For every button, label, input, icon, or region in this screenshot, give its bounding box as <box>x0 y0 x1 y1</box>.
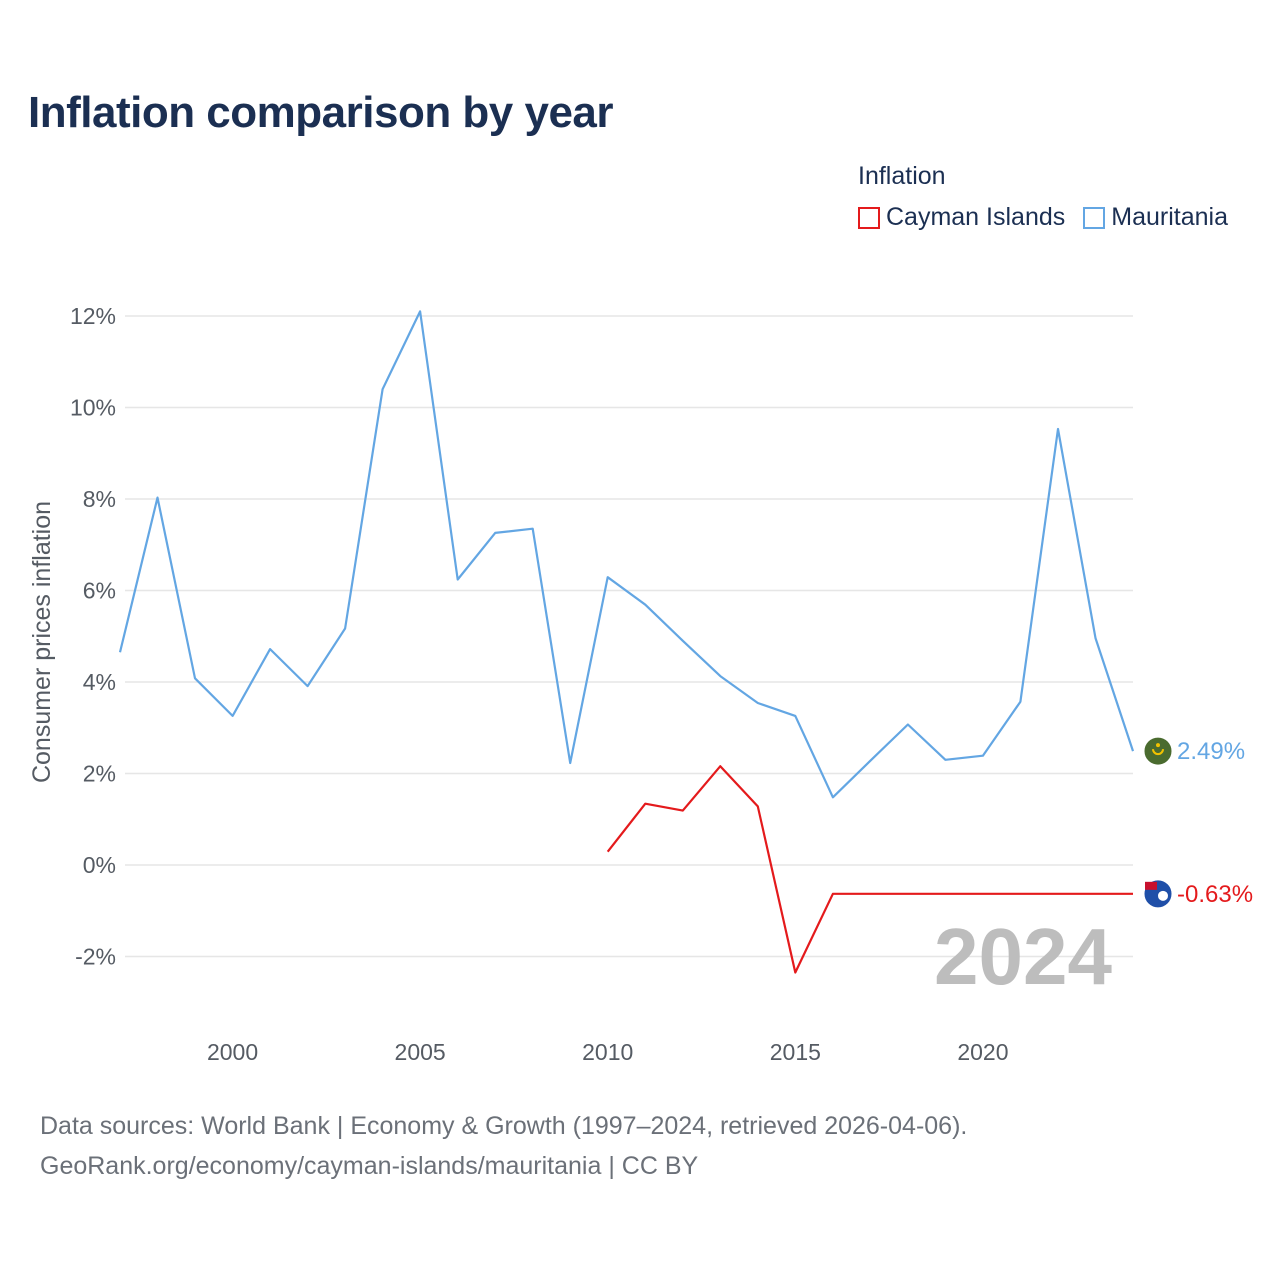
chart-title: Inflation comparison by year <box>28 88 614 137</box>
mauritania-star-icon <box>1156 743 1160 748</box>
legend-swatch-mauritania <box>1083 206 1106 229</box>
y-tick-label: -2% <box>75 944 116 970</box>
legend-swatch-cayman-islands <box>858 206 880 229</box>
y-tick-label: 10% <box>70 395 116 421</box>
series-line-mauritania[interactable] <box>118 310 1135 799</box>
y-tick-label: 0% <box>83 852 116 878</box>
x-tick-label: 2005 <box>395 1039 446 1065</box>
y-tick-label: 12% <box>70 303 116 329</box>
cayman-islands-crest-icon <box>1158 890 1168 901</box>
legend-item-mauritania[interactable]: Mauritania <box>1083 203 1228 232</box>
y-tick-label: 2% <box>83 761 116 787</box>
x-tick-label: 2000 <box>207 1039 258 1065</box>
legend-title: Inflation <box>858 162 946 190</box>
legend: Inflation Cayman Islands Mauritania <box>858 162 1228 232</box>
x-tick-label: 2010 <box>582 1039 633 1065</box>
mauritania-crescent-icon <box>1152 748 1164 756</box>
end-value-label-cayman-islands: -0.63% <box>1177 881 1253 908</box>
y-tick-label: 8% <box>83 486 116 512</box>
footer-sources: Data sources: World Bank | Economy & Gro… <box>40 1112 968 1140</box>
legend-label-cayman-islands: Cayman Islands <box>886 203 1066 231</box>
x-tick-label: 2015 <box>770 1039 821 1065</box>
series-line-cayman-islands[interactable] <box>606 765 1133 974</box>
year-watermark: 2024 <box>934 912 1112 1001</box>
y-tick-label: 6% <box>83 578 116 604</box>
x-tick-label: 2020 <box>957 1039 1008 1065</box>
mauritania-flag-icon <box>1143 736 1173 766</box>
y-tick-label: 4% <box>83 669 116 695</box>
end-value-label-mauritania: 2.49% <box>1177 738 1245 765</box>
footer: Data sources: World Bank | Economy & Gro… <box>40 1106 967 1186</box>
y-axis-label: Consumer prices inflation <box>28 501 56 783</box>
footer-link[interactable]: GeoRank.org/economy/cayman-islands/mauri… <box>40 1152 699 1180</box>
cayman-islands-union-jack-icon <box>1145 881 1157 890</box>
legend-label-mauritania: Mauritania <box>1111 203 1228 231</box>
legend-item-cayman-islands[interactable]: Cayman Islands <box>858 203 1065 232</box>
